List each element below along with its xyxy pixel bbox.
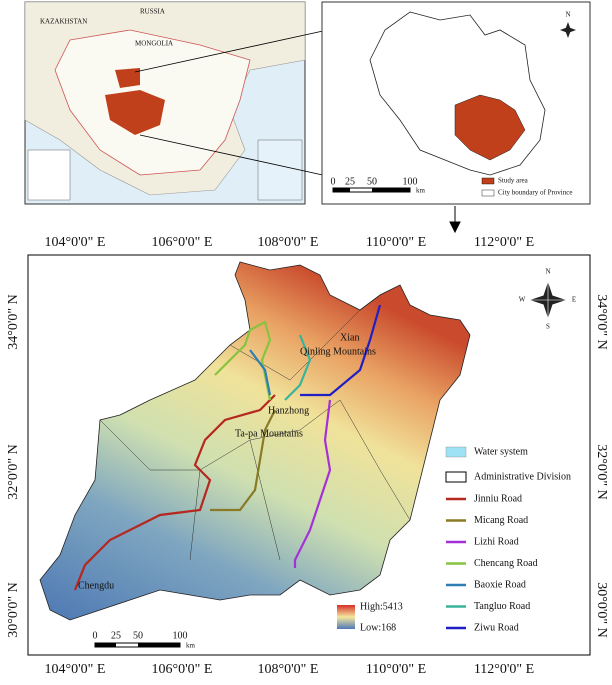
legend-label: Baoxie Road	[474, 579, 526, 590]
latitude-label: 34°0'0" N	[594, 294, 609, 349]
scale-label: 100	[403, 176, 418, 187]
compass-label: N	[565, 11, 570, 19]
road	[293, 399, 332, 568]
longitude-label: 106°0'0" E	[152, 662, 213, 677]
place-label: Qinling Mountains	[300, 346, 376, 357]
province-inset: N 0 25 50 100 km Study area City boundar…	[321, 1, 591, 205]
country-label: KAZAKHSTAN	[40, 18, 87, 26]
compass-label: N	[545, 268, 550, 276]
legend-swatch	[445, 446, 467, 458]
latitude-label: 32°0'0" N	[6, 444, 21, 499]
longitude-label: 104°0'0" E	[45, 235, 106, 250]
road	[73, 394, 276, 591]
scale-bar	[372, 188, 410, 192]
scale-label: 25	[345, 176, 355, 187]
scale-unit: km	[416, 187, 426, 195]
latitude-label: 30°0'0" N	[594, 582, 609, 637]
longitude-label: 112°0'0" E	[474, 235, 534, 250]
road	[249, 349, 272, 396]
scale-unit: km	[186, 642, 196, 650]
study-terrain	[39, 261, 471, 621]
study-area	[454, 94, 526, 161]
elevation-ramp	[337, 605, 355, 629]
compass-label: W	[519, 296, 526, 304]
scale-label: 100	[173, 630, 188, 641]
scale-label: 25	[111, 630, 121, 641]
legend-label: Administrative Division	[474, 471, 571, 482]
latitude-label: 32°0'0" N	[594, 444, 609, 499]
place-label: Hanzhong	[268, 405, 309, 416]
legend-swatch	[481, 177, 495, 185]
scale-bar	[333, 188, 350, 192]
scale-label: 50	[367, 176, 377, 187]
road	[300, 304, 382, 397]
scale-label: 0	[93, 630, 98, 641]
longitude-label: 110°0'0" E	[366, 662, 426, 677]
longitude-label: 106°0'0" E	[152, 235, 213, 250]
coordinates: 104°0'0" E 104°0'0" E 106°0'0" E 106°0'0" E…	[6, 235, 609, 677]
place-label: Chengdu	[78, 580, 114, 591]
legend-label: Micang Road	[474, 515, 528, 526]
admin-boundary	[99, 309, 411, 561]
arrow	[449, 206, 461, 234]
legend-label: Tangluo Road	[474, 601, 530, 612]
compass-label: E	[572, 296, 576, 304]
elevation-label: Low:168	[360, 622, 396, 633]
roads	[73, 304, 382, 591]
legend-label: City boundary of Province	[498, 189, 572, 197]
main-map: Xian Qinling Mountains Hanzhong Ta-pa Mo…	[27, 254, 591, 656]
latitude-label: 34°0'0" N	[6, 294, 21, 349]
inset-legend	[27, 149, 71, 201]
road	[214, 320, 272, 401]
compass: N E S W	[519, 268, 576, 331]
study-region	[105, 68, 165, 135]
place-label: Xian	[340, 332, 359, 343]
longitude-label: 104°0'0" E	[45, 662, 106, 677]
legend-label: Chencang Road	[474, 558, 538, 569]
longitude-label: 110°0'0" E	[366, 235, 426, 250]
longitude-label: 108°0'0" E	[258, 235, 319, 250]
legend-label: Study area	[498, 177, 529, 185]
country-label: MONGOLIA	[135, 40, 173, 48]
longitude-label: 108°0'0" E	[258, 662, 319, 677]
legend-swatch	[481, 189, 495, 197]
legend-label: Water system	[474, 446, 528, 457]
country-label: RUSSIA	[140, 8, 165, 16]
latitude-label: 30°0'0" N	[6, 582, 21, 637]
scale-label: 0	[331, 176, 336, 187]
scale-label: 50	[133, 630, 143, 641]
elevation-label: High:5413	[360, 601, 403, 612]
inset-compass: N	[560, 11, 576, 38]
longitude-label: 112°0'0" E	[474, 662, 534, 677]
inset-box	[257, 139, 303, 201]
compass-label: S	[546, 323, 550, 331]
legend-swatch	[445, 471, 467, 483]
scale-bar	[95, 643, 116, 647]
legend-label: Jinniu Road	[474, 493, 522, 504]
road	[284, 334, 312, 401]
world-inset: RUSSIA KAZAKHSTAN MONGOLIA	[24, 1, 306, 205]
legend-label: Ziwu Road	[474, 622, 519, 633]
scale-bar	[138, 643, 180, 647]
place-label: Ta-pa Mountains	[235, 428, 303, 439]
road	[210, 409, 276, 512]
legend-label: Lizhi Road	[474, 536, 519, 547]
